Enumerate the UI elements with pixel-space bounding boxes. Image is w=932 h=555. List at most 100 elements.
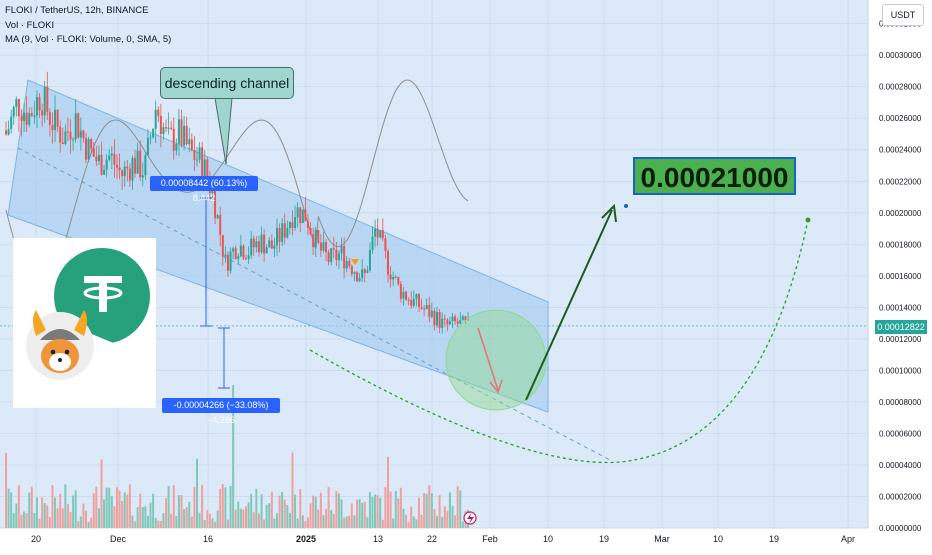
candle-body	[415, 294, 418, 299]
candle-body	[131, 157, 134, 181]
volume-bar	[454, 515, 457, 528]
candle-body	[340, 246, 343, 254]
candle-body	[443, 318, 446, 320]
volume-bar	[245, 506, 248, 528]
measure-label-up[interactable]: 0.00008442 (60.13%) 8,442	[150, 176, 258, 203]
candle-body	[56, 109, 59, 127]
volume-bar	[90, 517, 93, 528]
candle-body	[273, 245, 276, 249]
candle-body	[82, 130, 85, 139]
candle-body	[172, 128, 175, 151]
volume-bar	[242, 509, 245, 528]
candle-body	[366, 270, 369, 273]
volume-bar	[337, 493, 340, 528]
volume-bar	[59, 493, 62, 528]
candle-body	[141, 175, 144, 178]
candle-body	[317, 230, 320, 243]
volume-indicator-label[interactable]: Vol · FLOKI	[5, 20, 55, 31]
candle-body	[12, 106, 15, 117]
volume-bar	[154, 518, 157, 528]
candle-body	[232, 248, 235, 252]
candle-body	[433, 310, 436, 326]
volume-bar	[33, 513, 36, 528]
price-scale[interactable]	[868, 0, 932, 550]
candle-body	[144, 155, 147, 176]
volume-bar	[257, 513, 260, 528]
volume-bar	[345, 516, 348, 528]
volume-bar	[69, 511, 72, 528]
candle-body	[257, 241, 260, 253]
descending-channel-label[interactable]: descending channel	[160, 67, 294, 99]
red-arrow[interactable]	[477, 327, 499, 391]
y-tick-label: 0.00010000	[879, 366, 922, 375]
candle-body	[7, 128, 10, 135]
candle-body	[97, 154, 100, 162]
candle-body	[420, 307, 423, 309]
volume-bar	[48, 516, 51, 528]
volume-bar	[214, 521, 217, 528]
y-tick-label: 0.00016000	[879, 272, 922, 281]
y-tick-label: 0.00004000	[879, 461, 922, 470]
candle-body	[198, 147, 201, 160]
volume-bar	[82, 503, 85, 528]
candle-body	[165, 127, 168, 129]
candle-body	[417, 294, 420, 308]
volume-bar	[162, 513, 165, 528]
volume-bar	[167, 486, 170, 528]
volume-bar	[87, 521, 90, 528]
candle-body	[43, 86, 46, 116]
volume-bar	[363, 501, 366, 528]
volume-bar	[12, 513, 15, 528]
volume-bar	[128, 484, 131, 528]
green-arrow[interactable]	[525, 209, 613, 401]
volume-bar	[149, 502, 152, 528]
volume-bar	[23, 511, 26, 528]
candle-body	[139, 150, 142, 178]
volume-bar	[379, 497, 382, 528]
volume-bar	[430, 493, 433, 528]
volume-bar	[291, 452, 294, 528]
candle-body	[312, 234, 315, 248]
candle-body	[294, 217, 297, 228]
candle-body	[226, 254, 229, 271]
candle-body	[183, 125, 186, 146]
volume-bar	[28, 492, 31, 528]
x-tick-label: 10	[713, 534, 723, 544]
volume-bar	[384, 487, 387, 528]
candle-body	[371, 236, 374, 250]
currency-button[interactable]: USDT	[882, 4, 924, 26]
ma-indicator-label[interactable]: MA (9, Vol · FLOKI: Volume, 0, SMA, 5)	[5, 34, 172, 45]
volume-bar	[456, 486, 459, 528]
volume-bar	[459, 490, 462, 528]
candle-body	[66, 131, 69, 133]
candle-body	[224, 254, 227, 257]
measure-label-down[interactable]: -0.00004266 (−33.08%) −4,266	[162, 398, 280, 425]
candle-body	[126, 166, 129, 169]
candle-body	[193, 150, 196, 160]
candle-body	[108, 155, 111, 160]
candle-body	[296, 207, 299, 218]
y-tick-label: 0.00030000	[879, 51, 922, 60]
x-tick-label: Dec	[110, 534, 127, 544]
candle-body	[175, 143, 178, 151]
candle-body	[221, 235, 224, 257]
x-tick-label: 16	[203, 534, 213, 544]
volume-bar	[381, 519, 384, 528]
candle-body	[180, 119, 183, 146]
candle-body	[356, 272, 359, 282]
target-price-label[interactable]: 0.00021000	[633, 157, 796, 195]
volume-bar	[170, 514, 173, 528]
target-zone-circle[interactable]	[445, 309, 547, 411]
candle-body	[446, 319, 449, 325]
logo-overlay	[13, 238, 156, 408]
candle-body	[250, 238, 253, 256]
candle-body	[41, 110, 44, 116]
candle-body	[464, 316, 467, 321]
x-tick-label: 19	[769, 534, 779, 544]
volume-bar	[224, 487, 227, 528]
volume-bar	[407, 521, 410, 528]
volume-bar	[108, 487, 111, 528]
chart-title[interactable]: FLOKI / TetherUS, 12h, BINANCE	[5, 5, 149, 16]
